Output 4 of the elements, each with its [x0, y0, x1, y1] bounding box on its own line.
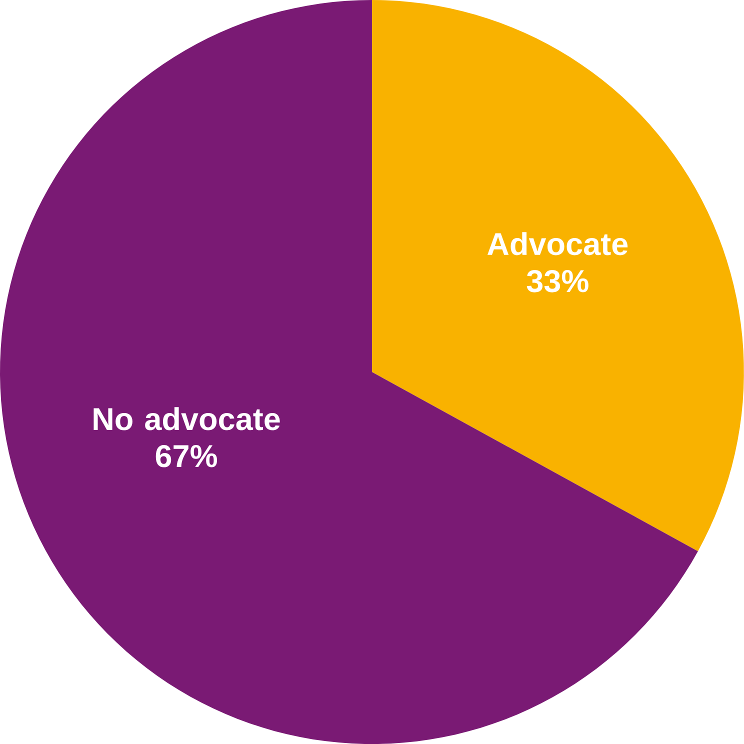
slice-label: Advocate: [487, 232, 628, 256]
data-label: 67%: [156, 444, 218, 468]
data-label: 33%: [526, 270, 588, 292]
slice-label: No advocate: [94, 407, 280, 430]
